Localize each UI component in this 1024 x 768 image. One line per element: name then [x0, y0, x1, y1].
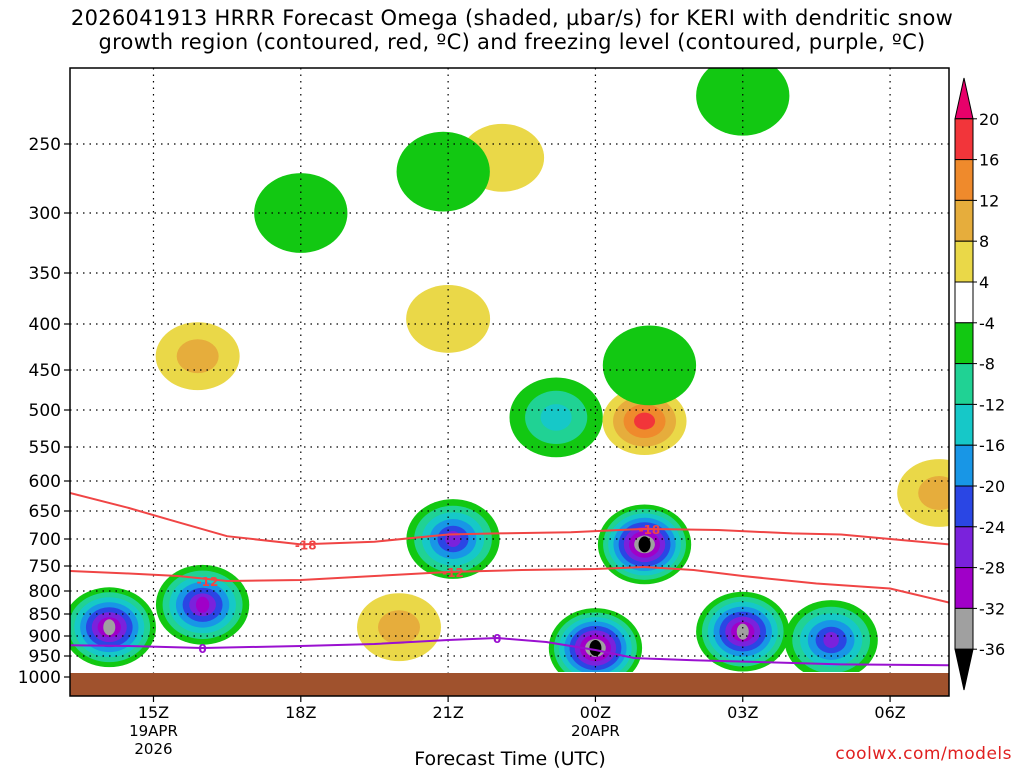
contour-label-2-0: 0 — [198, 642, 206, 656]
y-tick-label-700: 700 — [29, 530, 61, 550]
x-tick-label-03Z: 03Z — [727, 703, 758, 722]
colorbar-label-3: 8 — [979, 232, 989, 251]
x-tick-date-00Z: 20APR — [571, 722, 620, 740]
site-credit: coolwx.com/models — [835, 744, 1012, 764]
chart-title-line-2: growth region (contoured, red, ºC) and f… — [98, 30, 926, 54]
omega-feature-1-level-6 — [195, 596, 210, 613]
colorbar-label-12: -32 — [979, 599, 1005, 618]
contour-line-0 — [70, 492, 949, 546]
omega-feature-4-level-8 — [638, 536, 651, 553]
omega-feature-9-level-1 — [378, 610, 421, 645]
colorbar-label-4: 4 — [979, 273, 989, 292]
contour-label-0-1: -18 — [639, 523, 661, 537]
x-tick-label-21Z: 21Z — [432, 703, 463, 722]
y-tick-label-350: 350 — [29, 264, 61, 284]
y-tick-label-450: 450 — [29, 361, 61, 381]
omega-feature-8-level-3 — [634, 412, 656, 430]
colorbar-bin-3 — [954, 199, 974, 242]
x-tick-label-00Z: 00Z — [580, 703, 611, 722]
colorbar-label-2: 12 — [979, 191, 999, 210]
y-tick-label-950: 950 — [29, 647, 61, 667]
contour-label-1-1: -12 — [442, 566, 464, 580]
omega-feature-6-level-5 — [823, 632, 839, 648]
colorbar-bin-8 — [954, 403, 974, 446]
omega-feature-17-level-0 — [602, 325, 697, 406]
colorbar-label-1: 16 — [979, 151, 999, 170]
chart-title: 2026041913 HRRR Forecast Omega (shaded, … — [0, 6, 1024, 54]
chart-title-line-1: 2026041913 HRRR Forecast Omega (shaded, … — [70, 6, 954, 30]
y-tick-label-500: 500 — [29, 401, 61, 421]
colorbar-label-7: -12 — [979, 395, 1005, 414]
colorbar-bin-13 — [954, 607, 974, 650]
omega-feature-13-level-1 — [918, 476, 949, 510]
colorbar-bin-7 — [954, 363, 974, 405]
omega-feature-15-level-0 — [396, 131, 490, 212]
omega-feature-14-level-0 — [254, 173, 348, 253]
omega-feature-0-level-7 — [103, 619, 116, 636]
contour-label-2-1: 0 — [493, 632, 501, 646]
colorbar-bin-5 — [954, 281, 974, 324]
x-tick-label-18Z: 18Z — [285, 703, 316, 722]
y-tick-label-650: 650 — [29, 502, 61, 522]
y-tick-label-900: 900 — [29, 627, 61, 647]
colorbar-label-5: -4 — [979, 314, 995, 333]
y-tick-label-600: 600 — [29, 472, 61, 492]
contour-line-1 — [70, 565, 949, 604]
omega-feature-7-level-2 — [540, 404, 572, 431]
colorbar-label-9: -20 — [979, 477, 1005, 496]
x-axis-title: Forecast Time (UTC) — [414, 748, 605, 768]
y-tick-label-400: 400 — [29, 315, 61, 335]
colorbar-bin-11 — [954, 526, 974, 569]
colorbar-bin-bottom — [954, 648, 974, 691]
x-tick-date-15Z: 19APR — [129, 722, 178, 740]
contour-label-1-0: -12 — [197, 575, 219, 589]
colorbar-label-11: -28 — [979, 559, 1005, 578]
colorbar-bin-6 — [954, 322, 974, 365]
contour-line-2 — [70, 636, 949, 667]
y-tick-label-850: 850 — [29, 605, 61, 625]
colorbar-bin-1 — [954, 118, 974, 161]
x-tick-label-06Z: 06Z — [874, 703, 905, 722]
plot-frame — [69, 67, 950, 697]
colorbar-label-8: -16 — [979, 436, 1005, 455]
omega-feature-5-level-7 — [736, 623, 749, 640]
colorbar-bin-2 — [954, 159, 974, 201]
ground-strip — [70, 673, 949, 696]
y-tick-label-550: 550 — [29, 438, 61, 458]
colorbar-label-6: -8 — [979, 355, 995, 374]
colorbar-label-13: -36 — [979, 640, 1005, 659]
omega-shading — [70, 68, 949, 672]
y-tick-label-800: 800 — [29, 582, 61, 602]
colorbar-label-10: -24 — [979, 518, 1005, 537]
y-tick-label-1000: 1000 — [18, 668, 61, 688]
colorbar-label-0: 20 — [979, 110, 999, 129]
omega-feature-10-level-1 — [176, 339, 219, 374]
y-tick-label-750: 750 — [29, 557, 61, 577]
y-tick-label-250: 250 — [29, 135, 61, 155]
colorbar-bin-top — [954, 77, 974, 120]
colorbar-bin-12 — [954, 567, 974, 609]
colorbar: 20 16 12 8 4 -4 -8 -12 -16 -20 -24 -28 -32 -36 — [954, 77, 1005, 691]
contour-label-0-0: -18 — [295, 538, 317, 552]
temperature-contours: -18 -18 -12 -12 0 0 — [70, 492, 949, 667]
omega-feature-11-level-0 — [406, 284, 491, 353]
y-tick-label-300: 300 — [29, 204, 61, 224]
colorbar-bin-9 — [954, 444, 974, 487]
x-tick-year-15Z: 2026 — [134, 740, 172, 758]
x-tick-label-15Z: 15Z — [138, 703, 169, 722]
colorbar-bin-10 — [954, 485, 974, 528]
pressure-axis: 2503003504004505005506006507007508008509… — [18, 135, 70, 688]
colorbar-bin-4 — [954, 240, 974, 283]
